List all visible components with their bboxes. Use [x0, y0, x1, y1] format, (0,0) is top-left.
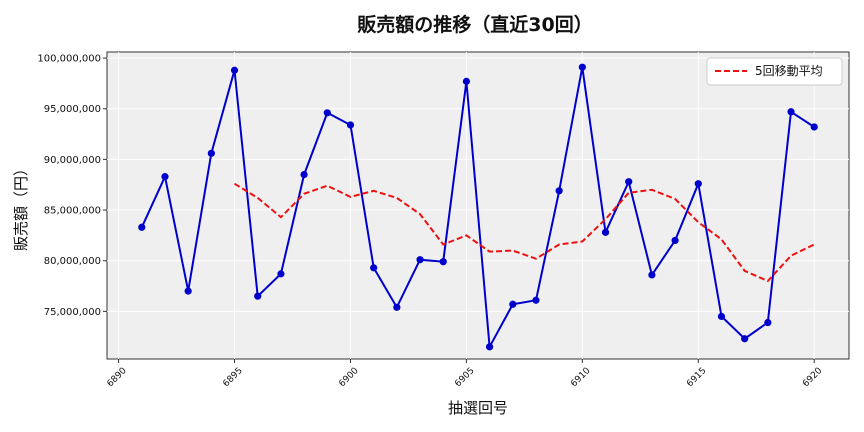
data-point — [254, 292, 262, 300]
legend-label-moving-average: 5回移動平均 — [755, 64, 823, 78]
data-point — [346, 121, 355, 129]
y-tick-label: 85,000,000 — [44, 206, 101, 217]
data-point — [416, 256, 424, 264]
y-tick-label: 90,000,000 — [44, 155, 101, 166]
x-tick-label: 6910 — [569, 366, 592, 389]
data-point — [694, 180, 702, 188]
data-point — [625, 178, 633, 186]
data-point — [601, 228, 610, 236]
data-point — [671, 236, 679, 245]
data-point — [277, 270, 285, 278]
legend: 5回移動平均 — [706, 57, 843, 86]
x-tick-label: 6905 — [453, 366, 476, 389]
y-tick-label: 75,000,000 — [44, 307, 101, 318]
data-point — [787, 108, 795, 116]
data-point — [323, 109, 331, 117]
x-axis: 6890 6895 6900 6905 6910 6915 6920 — [106, 359, 825, 389]
data-point — [370, 264, 378, 272]
x-tick-label: 6895 — [221, 366, 244, 389]
x-tick-label: 6890 — [106, 366, 129, 389]
x-axis-label: 抽選回号 — [448, 399, 508, 417]
data-point — [230, 66, 239, 74]
data-point — [300, 170, 308, 179]
y-tick-label: 100,000,000 — [37, 54, 101, 65]
y-tick-label: 95,000,000 — [44, 104, 101, 115]
x-tick-label: 6900 — [337, 366, 360, 389]
data-point — [810, 123, 818, 131]
data-point — [555, 187, 563, 195]
series-line-moving-average — [233, 182, 815, 283]
x-tick-label: 6920 — [801, 366, 824, 389]
y-axis-label: 販売額（円） — [12, 161, 30, 251]
data-point — [532, 296, 540, 304]
x-tick-label: 6915 — [685, 366, 708, 389]
legend-box — [706, 57, 843, 86]
data-point — [648, 271, 656, 279]
data-point — [184, 287, 192, 295]
y-axis: 75,000,000 80,000,000 85,000,000 90,000,000… — [37, 54, 107, 318]
series-line-sales — [140, 67, 815, 351]
data-point — [207, 149, 215, 157]
data-point — [462, 77, 471, 85]
data-point — [393, 303, 401, 311]
y-tick-label: 80,000,000 — [44, 256, 101, 267]
data-point — [161, 173, 169, 181]
chart-title: 販売額の推移（直近30回） — [357, 13, 592, 36]
series-layer — [138, 63, 818, 351]
data-point — [741, 335, 749, 343]
data-point — [578, 63, 586, 71]
data-point — [439, 258, 447, 266]
data-point — [764, 318, 772, 327]
data-point — [509, 300, 517, 308]
data-point — [485, 343, 494, 351]
data-point — [717, 312, 726, 321]
data-point — [138, 223, 146, 231]
